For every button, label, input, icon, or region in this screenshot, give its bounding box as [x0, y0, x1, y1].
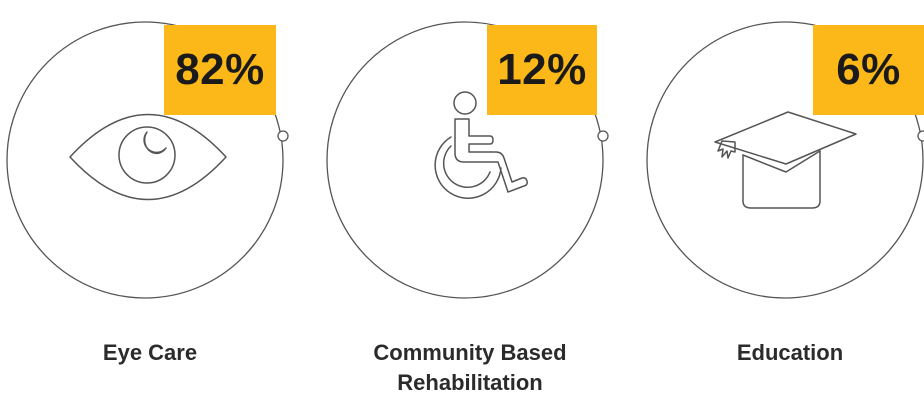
- stat-label: Community Based Rehabilitation: [320, 338, 620, 398]
- stat-label: Education: [640, 338, 924, 368]
- graduation-cap-icon: [714, 111, 857, 209]
- ring-marker-dot: [277, 130, 289, 142]
- ring-marker-dot: [597, 130, 609, 142]
- progress-ring: [326, 21, 609, 299]
- stat-label-line: Eye Care: [102, 340, 198, 365]
- percent-badge: 6%: [813, 25, 924, 115]
- stat-card-community-based-rehabilitation: 12% Community Based Rehabilitation: [320, 0, 620, 398]
- stat-label-line: Education: [736, 340, 844, 365]
- progress-ring: [6, 21, 289, 299]
- stat-label: Eye Care: [0, 338, 300, 368]
- progress-ring: [646, 21, 924, 299]
- percent-badge: 82%: [164, 25, 276, 115]
- eye-icon: [69, 113, 227, 201]
- wheelchair-icon: [434, 91, 528, 199]
- percent-badge: 12%: [487, 25, 597, 115]
- stat-card-eye-care: 82% Eye Care: [0, 0, 300, 398]
- stat-card-education: 6% Education: [640, 0, 924, 398]
- stat-label-line: Rehabilitation: [397, 370, 543, 395]
- ring-marker-dot: [917, 130, 924, 142]
- stat-label-line: Community Based: [373, 340, 567, 365]
